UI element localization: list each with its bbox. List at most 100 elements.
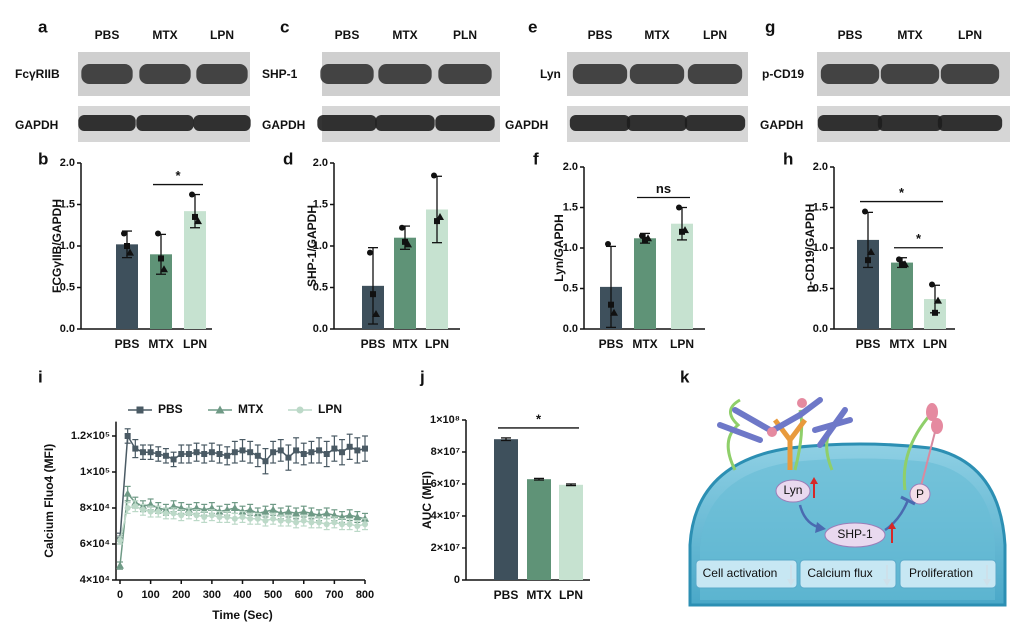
legend-label: MTX — [238, 402, 263, 416]
legend-marker — [215, 405, 225, 414]
blot-band — [817, 115, 883, 131]
x-tick-label: 200 — [172, 589, 190, 601]
blot-column: LPN — [703, 28, 727, 42]
point — [246, 505, 255, 513]
y-tick-label: 2×10⁷ — [431, 542, 461, 554]
point — [170, 510, 177, 517]
point — [116, 561, 124, 569]
point — [155, 508, 162, 515]
diagram-label: Cell activation — [703, 566, 778, 580]
blot-band — [626, 115, 688, 131]
blot-band — [139, 64, 191, 84]
point — [132, 445, 139, 452]
point — [124, 505, 131, 511]
point — [370, 291, 376, 298]
y-tick-label: 0.0 — [813, 323, 828, 335]
y-tick-label: 2.0 — [563, 161, 578, 173]
x-tick-label: LPN — [425, 337, 449, 351]
bar — [527, 479, 551, 580]
point — [224, 452, 231, 459]
bar — [671, 223, 693, 329]
point — [899, 261, 905, 268]
point — [865, 257, 871, 264]
significance-label: * — [916, 231, 922, 246]
bar — [634, 238, 656, 329]
x-tick-label: PBS — [115, 337, 140, 351]
significance-label: * — [536, 411, 542, 426]
diagram-art — [688, 397, 1007, 607]
point — [293, 519, 300, 526]
blot-band — [317, 115, 377, 131]
blot-loading: GAPDH — [760, 118, 803, 132]
blot-column: MTX — [392, 28, 417, 42]
point — [434, 218, 440, 225]
x-axis-label: Time (Sec) — [212, 608, 272, 622]
y-tick-label: 4×10⁷ — [431, 510, 461, 522]
blot-loading: GAPDH — [505, 118, 548, 132]
y-tick-label: 6×10⁷ — [431, 478, 461, 490]
blot-band — [880, 64, 940, 84]
blot-band — [940, 64, 1000, 84]
y-tick-label: 8×10⁷ — [431, 446, 461, 458]
x-tick-label: LPN — [923, 337, 947, 351]
panel-label: h — [783, 149, 793, 168]
point — [307, 509, 316, 517]
x-tick-label: 500 — [264, 589, 282, 601]
y-tick-label: 1.0 — [813, 242, 828, 254]
point — [372, 310, 380, 318]
point — [224, 514, 231, 520]
y-tick-label: 1.0 — [60, 240, 75, 252]
point — [681, 226, 689, 234]
point — [216, 514, 223, 520]
blot-column: LPN — [210, 28, 234, 42]
blot-column: PBS — [588, 28, 613, 42]
blot-target: FcγRIIB — [15, 67, 60, 81]
point — [277, 447, 284, 454]
panel-label: j — [419, 367, 425, 386]
panel-label: d — [283, 149, 293, 168]
blot-column: LPN — [958, 28, 982, 42]
point — [929, 281, 935, 288]
panel-label: e — [528, 17, 537, 36]
bar — [150, 254, 172, 329]
legend-label: LPN — [318, 402, 342, 416]
point — [399, 224, 405, 231]
point — [676, 204, 682, 211]
y-axis-label: SHP-1/GAPDH — [305, 205, 319, 287]
point — [124, 243, 130, 249]
point — [139, 449, 146, 456]
diagram-label: Proliferation — [909, 566, 973, 580]
y-tick-label: 1.5 — [60, 198, 75, 210]
point — [346, 521, 353, 528]
blot-band — [320, 64, 374, 84]
point — [934, 296, 942, 304]
x-tick-label: MTX — [526, 588, 551, 602]
y-tick-label: 4×10⁴ — [80, 574, 110, 586]
x-tick-label: MTX — [148, 337, 173, 351]
panel-label: b — [38, 149, 48, 168]
y-axis-label: AUC (MFI) — [420, 471, 434, 529]
x-tick-label: 100 — [141, 589, 159, 601]
point — [239, 447, 246, 454]
point — [269, 505, 278, 513]
blot-column: PBS — [335, 28, 360, 42]
point — [193, 512, 200, 519]
blot-band — [572, 64, 628, 84]
y-tick-label: 1.5 — [813, 201, 828, 213]
blot-loading: GAPDH — [15, 118, 58, 132]
point — [610, 308, 618, 316]
point — [323, 521, 330, 528]
diagram-label: Calcium flux — [807, 566, 872, 580]
blot-band — [136, 115, 194, 131]
point — [270, 449, 277, 456]
y-tick-label: 1×10⁵ — [80, 466, 110, 478]
point — [331, 519, 338, 526]
point — [158, 255, 164, 262]
point — [284, 507, 293, 515]
y-tick-label: 1.2×10⁵ — [71, 430, 110, 442]
y-tick-label: 0.5 — [313, 281, 328, 293]
blot-band — [78, 115, 136, 131]
blot-column: MTX — [897, 28, 922, 42]
point — [254, 452, 261, 459]
x-tick-label: 600 — [295, 589, 313, 601]
